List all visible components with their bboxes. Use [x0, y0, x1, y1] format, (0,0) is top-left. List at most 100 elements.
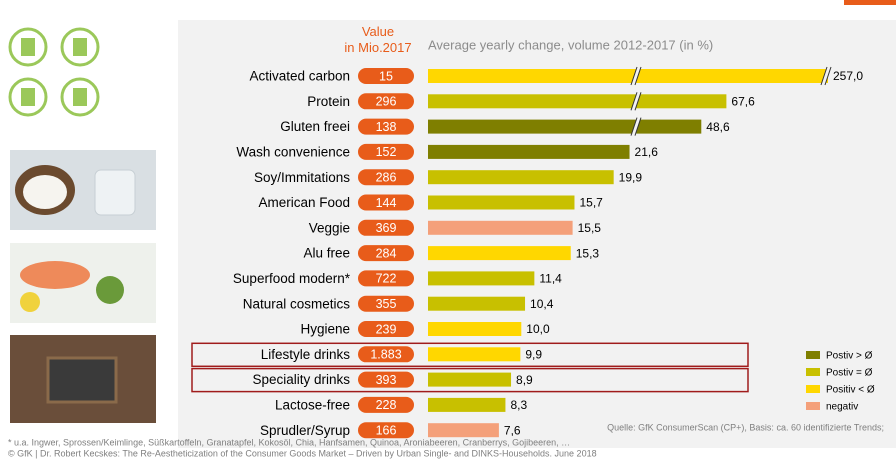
market-value-pill: [358, 118, 414, 135]
value-label: 257,0: [833, 69, 863, 83]
market-value-label: 369: [376, 221, 397, 235]
bar: [428, 372, 512, 387]
category-label: Sprudler/Syrup: [260, 423, 350, 438]
value-label: 7,6: [504, 423, 521, 437]
market-value-pill: [358, 295, 414, 312]
value-label: 10,4: [530, 297, 554, 311]
bar: [428, 347, 521, 362]
highlights: [191, 342, 749, 393]
market-value-label: 228: [376, 398, 397, 412]
change-header: Average yearly change, volume 2012-2017 …: [428, 37, 713, 52]
bar: [428, 322, 522, 336]
market-value-label: 239: [376, 322, 397, 336]
legend-swatch: [806, 368, 820, 376]
bar: [428, 144, 630, 159]
market-value-label: 152: [376, 145, 397, 159]
market-value-label: 144: [376, 196, 397, 210]
market-value-pill: [358, 219, 414, 236]
axis-break: [630, 66, 638, 86]
market-value-pill: [358, 396, 414, 413]
market-value-pill: [358, 169, 414, 186]
value-label: 15,3: [576, 246, 600, 260]
market-value-label: 296: [376, 95, 397, 109]
bar: [428, 423, 499, 438]
axis-break: [820, 66, 828, 86]
bar: [428, 296, 526, 311]
value-label: 15,5: [578, 221, 602, 235]
axis-break-gap: [821, 67, 831, 85]
bar: [428, 119, 702, 134]
market-value-label: 722: [376, 272, 397, 286]
footnote: * u.a. Ingwer, Sprossen/Keimlinge, Süßka…: [8, 437, 570, 447]
value-label: 9,9: [525, 347, 542, 361]
market-value-pill: [358, 270, 414, 287]
market-value-label: 286: [376, 170, 397, 184]
legend-swatch: [806, 385, 820, 393]
bar: [428, 271, 535, 286]
highlight-box: [191, 367, 749, 393]
bar: [428, 397, 506, 412]
value-label: 10,0: [526, 322, 550, 336]
category-label: Lifestyle drinks: [261, 347, 351, 362]
highlight-box: [191, 342, 749, 368]
category-label: Gluten freei: [280, 119, 350, 134]
market-value-pill: [358, 68, 414, 84]
value-label: 21,6: [635, 145, 659, 159]
value-header: Value in Mio.2017: [344, 24, 411, 55]
legend-label: Postiv = Ø: [826, 368, 873, 379]
market-value-label: 15: [379, 69, 393, 83]
axis-break: [630, 117, 638, 136]
legend-swatch: [806, 351, 820, 359]
value-label: 11,4: [539, 272, 562, 286]
category-label: Natural cosmetics: [243, 296, 351, 311]
market-value-pill: [358, 143, 414, 160]
category-label: American Food: [258, 195, 350, 210]
market-value-pill: [358, 422, 414, 439]
category-label: Alu free: [303, 246, 350, 261]
axis-break: [634, 117, 642, 136]
value-label: 15,7: [579, 196, 603, 210]
value-label: 48,6: [706, 120, 730, 134]
market-value-label: 166: [376, 423, 397, 437]
category-label: Activated carbon: [249, 69, 350, 84]
category-label: Superfood modern*: [233, 271, 351, 286]
axis-break: [634, 92, 642, 111]
axis-break: [634, 66, 642, 86]
legend-label: Postiv > Ø: [826, 351, 873, 362]
value-label: 19,9: [619, 170, 643, 184]
market-value-pill: [358, 321, 414, 337]
axis-break-gap: [631, 92, 641, 111]
legend-label: Positiv < Ø: [826, 385, 875, 396]
category-label: Wash convenience: [236, 144, 350, 159]
value-label: 8,3: [510, 398, 527, 412]
market-value-pill: [358, 371, 414, 388]
market-value-pill: [358, 194, 414, 211]
category-label: Hygiene: [300, 322, 350, 337]
market-value-label: 1.883: [370, 348, 401, 362]
footnote: © GfK | Dr. Robert Kecskes: The Re-Aesth…: [8, 448, 597, 458]
category-label: Veggie: [309, 220, 350, 235]
market-value-label: 138: [376, 120, 397, 134]
photos: [10, 150, 156, 423]
axis-break-gap: [631, 117, 641, 136]
bar: [428, 170, 614, 185]
bar: [428, 69, 828, 83]
category-label: Speciality drinks: [252, 372, 350, 387]
bar: [428, 220, 573, 235]
source: Quelle: GfK ConsumerScan (CP+), Basis: c…: [607, 422, 884, 432]
category-label: Lactose-free: [275, 397, 350, 412]
market-value-pill: [358, 346, 414, 363]
axis-break-gap: [631, 67, 641, 85]
value-label: 67,6: [731, 94, 755, 108]
bar: [428, 246, 571, 261]
category-label: Soy/Immitations: [254, 170, 350, 185]
axis-break: [630, 92, 638, 111]
bar: [428, 94, 727, 109]
brand-bar: [844, 0, 896, 5]
market-value-pill: [358, 93, 414, 110]
category-label: Protein: [307, 94, 350, 109]
axis-break: [824, 66, 832, 86]
bar: [428, 195, 575, 210]
